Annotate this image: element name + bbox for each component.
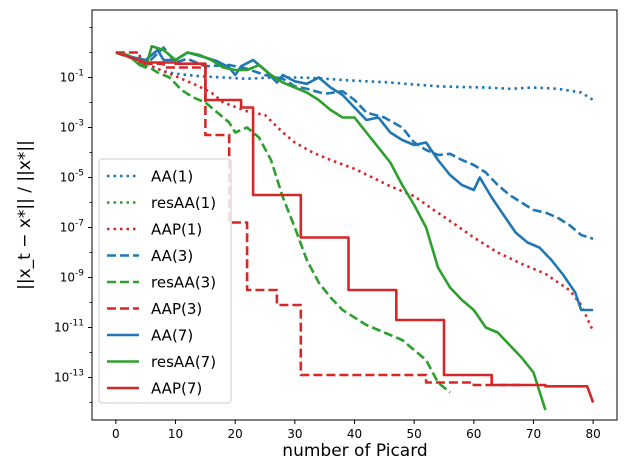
y-tick-label: 10-7 bbox=[60, 219, 84, 235]
series-line-aap7 bbox=[115, 51, 595, 403]
y-tick-label: 10-9 bbox=[60, 269, 85, 285]
x-tick-label: 30 bbox=[287, 427, 302, 441]
legend-label: AA(7) bbox=[151, 327, 193, 345]
legend-box bbox=[98, 158, 232, 404]
x-axis-label: number of Picard bbox=[282, 441, 427, 461]
x-tick-label: 70 bbox=[526, 427, 541, 441]
plot-area bbox=[115, 45, 595, 411]
x-tick-label: 50 bbox=[407, 427, 422, 441]
series-line-aa1 bbox=[115, 51, 594, 102]
x-tick-label: 80 bbox=[585, 427, 600, 441]
series-line-aap3 bbox=[115, 51, 522, 387]
x-tick-label: 10 bbox=[168, 427, 183, 441]
x-tick-label: 0 bbox=[112, 427, 120, 441]
axes: 0 10 20 30 40 50 60 70 80 10-1 10-3 10-5 10-7 10-9 10-… bbox=[15, 9, 618, 441]
series-line-aap1 bbox=[115, 51, 595, 332]
y-tick-label: 10-5 bbox=[60, 169, 84, 185]
x-tick-label: 20 bbox=[228, 427, 243, 441]
series-line-resaa3 bbox=[115, 51, 451, 394]
legend-label: resAA(3) bbox=[151, 274, 216, 292]
y-tick-label: 10-11 bbox=[54, 319, 84, 335]
series-line-aa3 bbox=[115, 46, 594, 241]
legend-label: AAP(3) bbox=[151, 300, 202, 318]
y-tick-label: 10-1 bbox=[60, 69, 84, 85]
x-tick-label: 60 bbox=[466, 427, 481, 441]
y-axis-label: ||x_t − x*|| / ||x*|| bbox=[15, 140, 35, 290]
legend-label: AA(1) bbox=[151, 168, 193, 186]
legend: AA(1) resAA(1) AAP(1) AA(3) resAA(3) AAP(3) AA… bbox=[98, 158, 232, 404]
legend-label: resAA(1) bbox=[151, 194, 216, 212]
series-line-resaa7 bbox=[115, 45, 547, 411]
y-tick-label: 10-3 bbox=[60, 119, 84, 135]
legend-label: resAA(7) bbox=[151, 353, 216, 371]
y-tick-label: 10-13 bbox=[54, 369, 84, 385]
legend-label: AAP(7) bbox=[151, 380, 202, 398]
x-tick-label: 40 bbox=[347, 427, 362, 441]
legend-label: AA(3) bbox=[151, 247, 193, 265]
legend-label: AAP(1) bbox=[151, 221, 202, 239]
